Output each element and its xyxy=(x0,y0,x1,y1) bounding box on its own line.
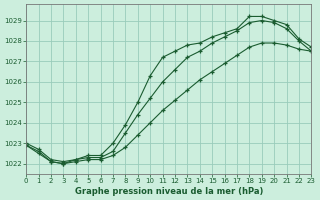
X-axis label: Graphe pression niveau de la mer (hPa): Graphe pression niveau de la mer (hPa) xyxy=(75,187,263,196)
